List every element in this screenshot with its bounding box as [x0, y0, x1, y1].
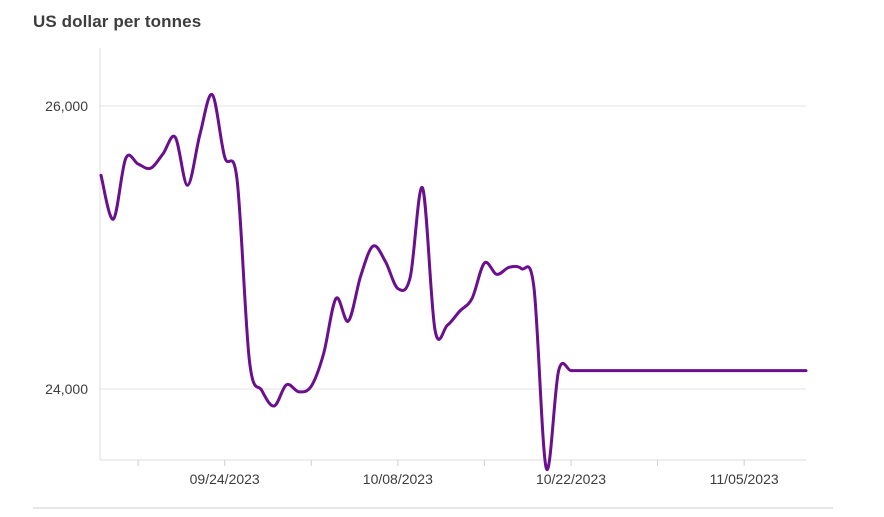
price-line — [99, 93, 808, 472]
chart-title: US dollar per tonnes — [33, 12, 202, 31]
x-tick-label: 11/05/2023 — [710, 471, 779, 487]
y-tick-label: 24,000 — [45, 381, 88, 397]
x-tick-label: 10/22/2023 — [536, 471, 606, 487]
x-tick-labels: 09/24/2023 10/08/2023 10/22/2023 11/05/2023 — [190, 471, 779, 487]
x-axis — [99, 48, 806, 466]
x-tick-label: 10/08/2023 — [363, 471, 433, 487]
y-tick-labels: 24,000 26,000 — [45, 98, 88, 397]
x-tick-label: 09/24/2023 — [190, 471, 260, 487]
grid-lines — [100, 105, 806, 390]
y-tick-label: 26,000 — [45, 98, 88, 114]
